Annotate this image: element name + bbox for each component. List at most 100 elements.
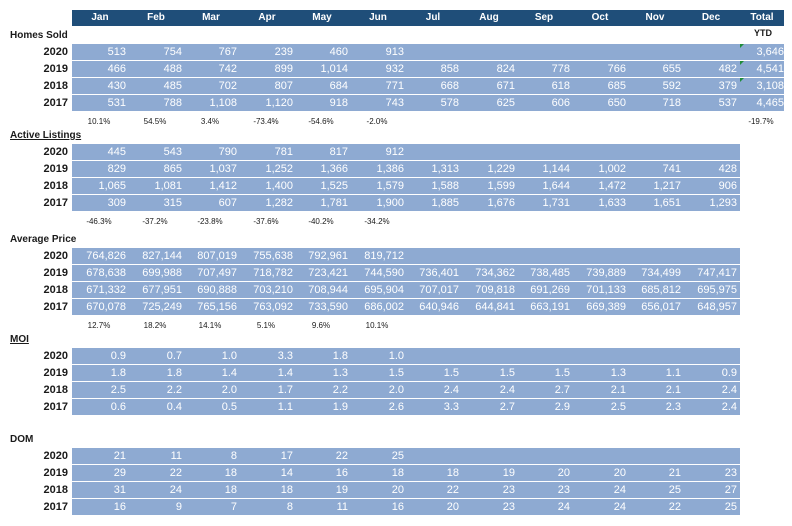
dom-cell: 21 bbox=[113, 450, 126, 462]
homes-sold-cell: 918 bbox=[329, 97, 348, 109]
moi-cell: 1.7 bbox=[277, 384, 293, 396]
active-listings-year-label: 2018 bbox=[43, 180, 68, 192]
homes-sold-cell: 625 bbox=[496, 97, 515, 109]
active-listings-cell: 1,366 bbox=[320, 163, 348, 175]
average-price-cell: 671,332 bbox=[86, 284, 126, 296]
active-listings-cell: 790 bbox=[218, 146, 237, 158]
dom-cell: 24 bbox=[557, 501, 570, 513]
dom-cell: 23 bbox=[724, 467, 737, 479]
active-listings-cell: 1,400 bbox=[265, 180, 293, 192]
average-price-cell: 663,191 bbox=[530, 301, 570, 313]
average-price-cell: 686,002 bbox=[364, 301, 404, 313]
dom-cell: 19 bbox=[335, 484, 348, 496]
homes-sold-yoy-change: 54.5% bbox=[143, 117, 167, 126]
active-listings-cell: 865 bbox=[163, 163, 182, 175]
active-listings-cell: 1,065 bbox=[98, 180, 126, 192]
header-oct: Oct bbox=[591, 12, 609, 23]
moi-year-label: 2018 bbox=[43, 384, 68, 396]
header-nov: Nov bbox=[645, 12, 665, 23]
homes-sold-yoy-change: 3.4% bbox=[200, 117, 220, 126]
homes-sold-cell: 460 bbox=[329, 46, 348, 58]
dom-cell: 18 bbox=[224, 467, 237, 479]
homes-sold-cell: 592 bbox=[662, 80, 681, 92]
homes-sold-cell: 1,108 bbox=[209, 97, 237, 109]
dom-cell: 27 bbox=[724, 484, 737, 496]
homes-sold-cell: 771 bbox=[385, 80, 404, 92]
average-price-cell: 691,269 bbox=[530, 284, 570, 296]
homes-sold-yoy-change: -2.0% bbox=[366, 117, 388, 126]
header-apr: Apr bbox=[258, 12, 276, 23]
moi-cell: 1.5 bbox=[388, 367, 404, 379]
average-price-cell: 678,638 bbox=[86, 267, 126, 279]
moi-cell: 2.3 bbox=[665, 401, 681, 413]
moi-cell: 2.4 bbox=[721, 384, 737, 396]
average-price-cell: 707,497 bbox=[197, 267, 237, 279]
active-listings-yoy-change: -34.2% bbox=[364, 217, 390, 226]
dom-cell: 23 bbox=[502, 501, 515, 513]
dom-row-band bbox=[72, 465, 740, 481]
average-price-row-band bbox=[72, 299, 740, 315]
dom-cell: 24 bbox=[613, 484, 626, 496]
header-sep: Sep bbox=[534, 12, 554, 23]
homes-sold-cell: 858 bbox=[440, 63, 459, 75]
moi-cell: 2.7 bbox=[554, 384, 570, 396]
average-price-cell: 765,156 bbox=[197, 301, 237, 313]
active-listings-cell: 1,282 bbox=[265, 197, 293, 209]
cell-note-marker bbox=[740, 78, 744, 82]
header-feb: Feb bbox=[147, 12, 165, 23]
moi-cell: 3.3 bbox=[443, 401, 459, 413]
active-listings-cell: 1,579 bbox=[376, 180, 404, 192]
average-price-cell: 736,401 bbox=[419, 267, 459, 279]
homes-sold-cell: 684 bbox=[329, 80, 348, 92]
moi-cell: 2.4 bbox=[721, 401, 737, 413]
average-price-cell: 738,485 bbox=[530, 267, 570, 279]
homes-sold-year-label: 2017 bbox=[43, 97, 68, 109]
homes-sold-cell: 239 bbox=[274, 46, 293, 58]
homes-sold-cell: 618 bbox=[551, 80, 570, 92]
average-price-cell: 807,019 bbox=[197, 250, 237, 262]
average-price-cell: 739,889 bbox=[586, 267, 626, 279]
homes-sold-cell: 513 bbox=[107, 46, 126, 58]
dom-cell: 19 bbox=[502, 467, 515, 479]
homes-sold-cell: 899 bbox=[274, 63, 293, 75]
moi-cell: 1.1 bbox=[277, 401, 293, 413]
moi-cell: 1.5 bbox=[443, 367, 459, 379]
moi-cell: 2.6 bbox=[388, 401, 404, 413]
homes-sold-cell: 754 bbox=[163, 46, 182, 58]
moi-cell: 0.6 bbox=[110, 401, 126, 413]
active-listings-cell: 829 bbox=[107, 163, 126, 175]
homes-sold-yoy-change: -54.6% bbox=[308, 117, 334, 126]
average-price-cell: 763,092 bbox=[253, 301, 293, 313]
homes-sold-yoy-change-total: -19.7% bbox=[748, 117, 774, 126]
average-price-cell: 819,712 bbox=[364, 250, 404, 262]
active-listings-year-label: 2017 bbox=[43, 197, 68, 209]
moi-cell: 2.7 bbox=[499, 401, 515, 413]
dom-year-label: 2020 bbox=[43, 450, 68, 462]
dom-cell: 8 bbox=[286, 501, 293, 513]
moi-cell: 1.5 bbox=[499, 367, 515, 379]
active-listings-cell: 1,144 bbox=[542, 163, 570, 175]
month-header-row: Jan Feb Mar Apr May Jun Jul Aug Sep Oct … bbox=[72, 10, 784, 26]
moi-cell: 2.1 bbox=[610, 384, 626, 396]
average-price-yoy-change: 9.6% bbox=[311, 321, 331, 330]
average-price-cell: 709,818 bbox=[475, 284, 515, 296]
homes-sold-cell: 788 bbox=[163, 97, 182, 109]
active-listings-cell: 1,313 bbox=[431, 163, 459, 175]
ytd-label: YTD bbox=[754, 28, 772, 38]
active-listings-cell: 1,644 bbox=[542, 180, 570, 192]
active-listings-cell: 607 bbox=[218, 197, 237, 209]
homes-sold-total-cell: 4,465 bbox=[756, 97, 784, 109]
average-price-title: Average Price bbox=[10, 234, 77, 245]
dom-cell: 29 bbox=[113, 467, 126, 479]
moi-cell: 1.8 bbox=[166, 367, 182, 379]
homes-sold-cell: 430 bbox=[107, 80, 126, 92]
active-listings-cell: 1,633 bbox=[598, 197, 626, 209]
dom-cell: 16 bbox=[391, 501, 404, 513]
header-jun: Jun bbox=[369, 12, 387, 23]
dom-cell: 18 bbox=[224, 484, 237, 496]
homes-sold-total-cell: 3,646 bbox=[756, 46, 784, 58]
average-price-cell: 734,499 bbox=[641, 267, 681, 279]
moi-cell: 1.0 bbox=[221, 350, 237, 362]
moi-cell: 2.9 bbox=[554, 401, 570, 413]
active-listings-yoy-change: -46.3% bbox=[86, 217, 112, 226]
